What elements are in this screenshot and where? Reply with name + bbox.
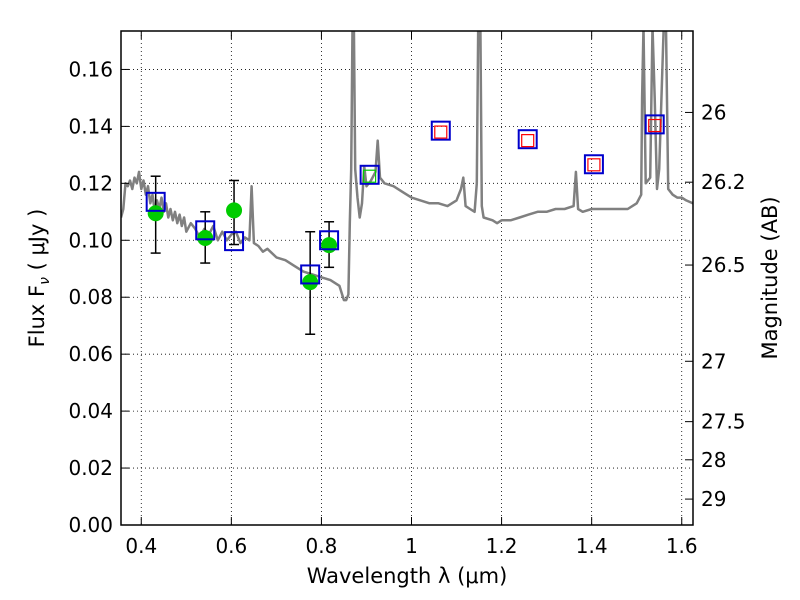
grid-lines [121,31,693,526]
y-axis-title-units: ( μJy ) [25,209,49,277]
predicted-flux-square [521,134,535,148]
model-flux-square [430,120,451,141]
x-tick-label: 1 [405,534,418,558]
y2-tick-label: 27.5 [701,410,746,434]
observed-point [197,229,214,246]
plot-frame [120,30,694,526]
y-tick-label: 0.08 [68,285,113,309]
predicted-flux-square [587,158,601,172]
model-flux-square [517,129,538,150]
predicted-flux-square [648,118,662,133]
y-tick-label: 0.16 [68,57,113,81]
y-tick-label: 0.02 [68,456,113,480]
model-flux-square [145,191,166,212]
y-tick-label: 0.14 [68,114,113,138]
x-tick-label: 0.4 [125,534,157,558]
model-flux-square [359,164,380,185]
model-flux-square [300,264,321,285]
axis-ticks: 0.4 0.6 0.8 1 1.2 1.4 1.6 0.00 0.02 0.04 0.06 0.08 0… [68,31,746,558]
x-tick-label: 1.2 [486,534,518,558]
model-flux-square [583,154,604,175]
x-tick-label: 1.4 [576,534,608,558]
y-tick-label: 0.10 [68,228,113,252]
x-axis-title: Wavelength λ (μm) [307,564,508,588]
y2-tick-label: 26.2 [701,170,746,194]
model-flux-square [195,220,216,241]
y2-tick-label: 29 [701,487,726,511]
y-axis-title-main: Flux F [25,285,49,347]
y2-tick-label: 27 [701,349,726,373]
y-axis-title-subscript: ν [37,277,53,285]
plot-area [121,31,693,335]
model-flux-square [644,114,665,135]
observed-point [302,274,319,291]
x-tick-label: 1.6 [666,534,698,558]
y-tick-label: 0.00 [68,513,113,537]
observed-point [321,237,338,254]
y-tick-label: 0.04 [68,399,113,423]
y2-tick-label: 26.5 [701,253,746,277]
y2-axis-title: Magnitude (AB) [758,196,782,359]
y2-tick-label: 26 [701,100,726,124]
y2-tick-label: 28 [701,448,726,472]
y-tick-label: 0.06 [68,342,113,366]
x-tick-label: 0.8 [306,534,338,558]
x-tick-label: 0.6 [215,534,247,558]
spectrum-line [121,31,693,302]
predicted-flux-square [363,169,377,183]
y-tick-label: 0.12 [68,171,113,195]
model-flux-square [319,230,340,251]
y-axis-title: Flux Fν ( μJy ) [25,209,53,348]
model-flux-square [224,231,245,252]
predicted-flux-square [434,125,448,139]
observed-point [147,205,164,222]
observed-point [226,202,243,219]
